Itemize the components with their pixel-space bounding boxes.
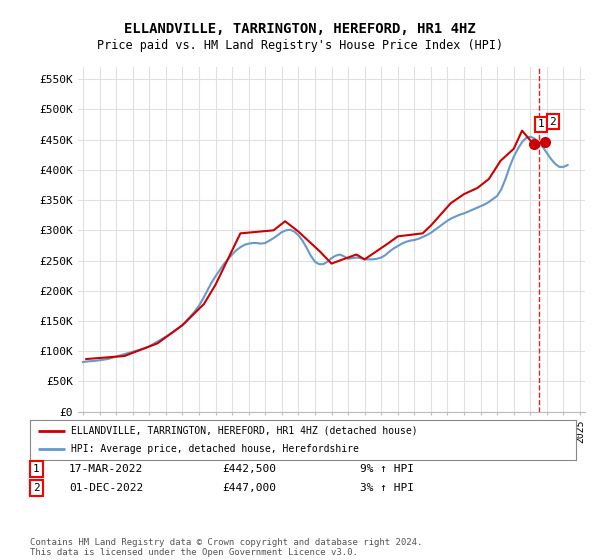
Text: 9% ↑ HPI: 9% ↑ HPI <box>360 464 414 474</box>
Text: 1: 1 <box>33 464 40 474</box>
Text: ELLANDVILLE, TARRINGTON, HEREFORD, HR1 4HZ: ELLANDVILLE, TARRINGTON, HEREFORD, HR1 4… <box>124 22 476 36</box>
Text: 3% ↑ HPI: 3% ↑ HPI <box>360 483 414 493</box>
Text: Contains HM Land Registry data © Crown copyright and database right 2024.
This d: Contains HM Land Registry data © Crown c… <box>30 538 422 557</box>
Text: 2: 2 <box>33 483 40 493</box>
Text: HPI: Average price, detached house, Herefordshire: HPI: Average price, detached house, Here… <box>71 445 359 454</box>
Text: 1: 1 <box>538 119 545 129</box>
Text: ELLANDVILLE, TARRINGTON, HEREFORD, HR1 4HZ (detached house): ELLANDVILLE, TARRINGTON, HEREFORD, HR1 4… <box>71 426 418 436</box>
Text: £442,500: £442,500 <box>222 464 276 474</box>
Text: £447,000: £447,000 <box>222 483 276 493</box>
Text: 17-MAR-2022: 17-MAR-2022 <box>69 464 143 474</box>
Text: Price paid vs. HM Land Registry's House Price Index (HPI): Price paid vs. HM Land Registry's House … <box>97 39 503 52</box>
Text: 2: 2 <box>550 116 556 127</box>
Text: 01-DEC-2022: 01-DEC-2022 <box>69 483 143 493</box>
